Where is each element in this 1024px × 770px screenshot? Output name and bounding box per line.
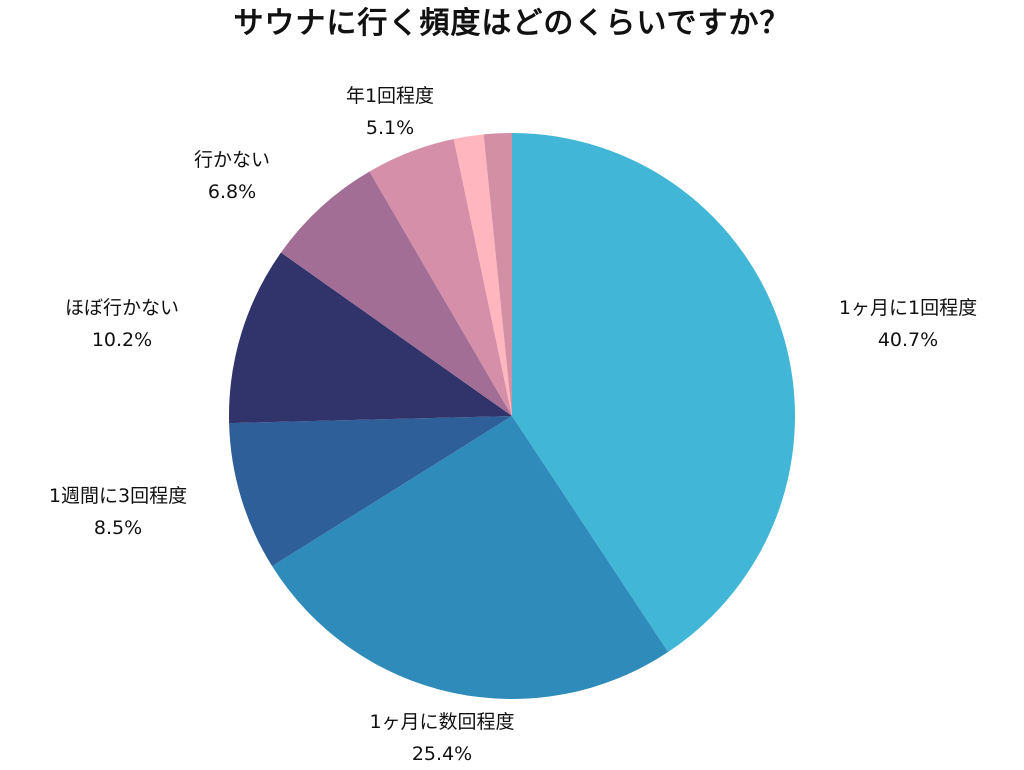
pie-slice	[512, 133, 795, 653]
slice-label-name: ほぼ行かない	[64, 297, 180, 319]
slice-label-name: 行かない	[193, 149, 271, 171]
pie-slice	[272, 416, 669, 699]
slice-label: 1ヶ月に数回程度 25.4%	[369, 706, 514, 770]
slice-label-value: 40.7%	[877, 329, 939, 351]
slice-label-value: 6.8%	[207, 181, 257, 203]
slice-label-value: 5.1%	[365, 117, 415, 139]
slice-label: 1ヶ月に1回程度 40.7%	[839, 292, 977, 356]
slice-label-name: 1ヶ月に数回程度	[369, 711, 515, 733]
slice-label-name: 1週間に3回程度	[48, 485, 188, 507]
slice-label-name: 1ヶ月に1回程度	[838, 297, 978, 319]
slice-label: ほぼ行かない 10.2%	[65, 292, 179, 356]
chart-title: サウナに行く頻度はどのくらいですか？	[233, 6, 791, 41]
slice-label-value: 10.2%	[91, 329, 153, 351]
slice-label: 1週間に3回程度 8.5%	[49, 480, 187, 544]
pie-slice	[229, 416, 512, 567]
pie-slice	[453, 134, 512, 416]
pie-slice	[280, 171, 512, 416]
slice-label-name: 年1回程度	[345, 85, 435, 107]
slice-label: 行かない 6.8%	[194, 144, 270, 208]
slice-label: 年1回程度 5.1%	[346, 80, 434, 144]
pie-slice	[369, 139, 512, 416]
slice-label-value: 25.4%	[411, 743, 473, 765]
pie-slice	[229, 252, 512, 424]
pie-slice	[483, 133, 512, 416]
slice-label-value: 8.5%	[93, 517, 143, 539]
